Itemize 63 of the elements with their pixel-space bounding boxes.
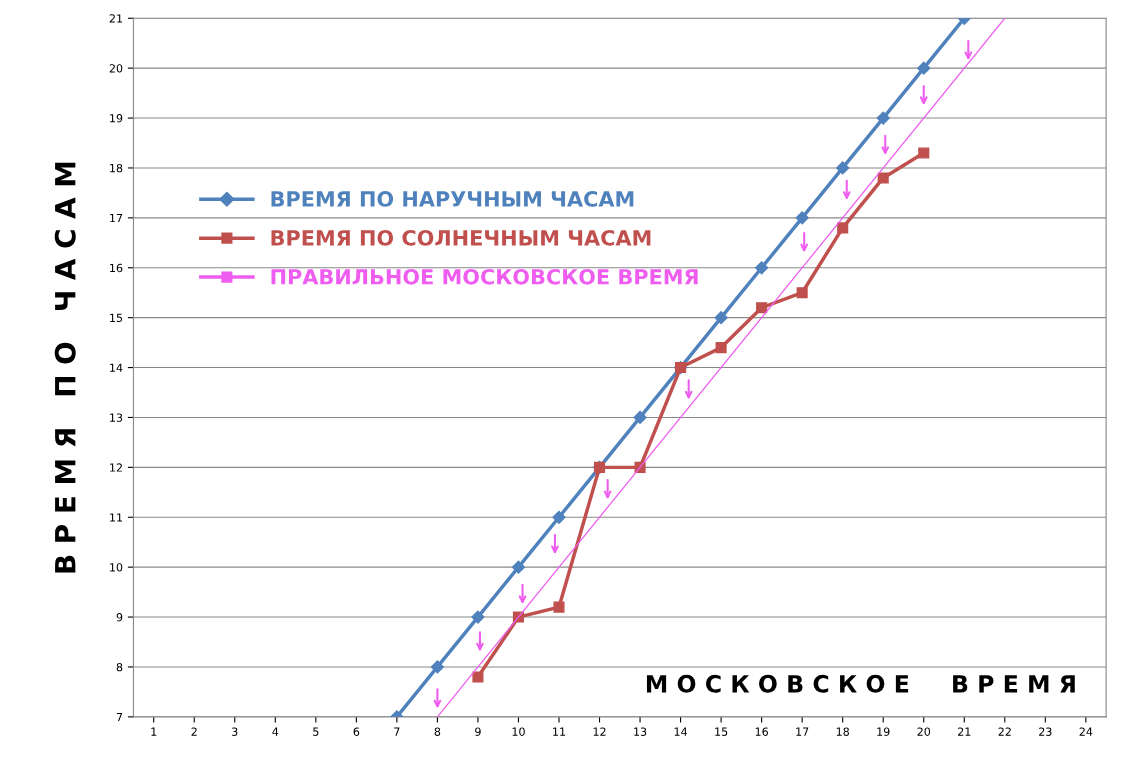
x-axis-title: М О С К О В С К О Е В Р Е М Я — [646, 674, 1075, 693]
x-tick-label: 21 — [958, 727, 971, 736]
point — [876, 111, 890, 125]
x-tick-label: 16 — [755, 727, 768, 736]
x-tick-label: 13 — [634, 727, 647, 736]
x-tick-label: 11 — [553, 727, 566, 736]
y-tick-label: 10 — [110, 563, 123, 572]
point — [715, 342, 727, 354]
point — [756, 302, 768, 314]
y-tick-label: 7 — [116, 712, 123, 722]
point — [471, 610, 485, 624]
point — [472, 671, 484, 683]
point — [877, 172, 889, 184]
y-tick-label: 15 — [110, 313, 123, 323]
point — [836, 161, 850, 175]
y-tick-label: 19 — [110, 114, 123, 123]
y-tick-label: 12 — [110, 463, 122, 472]
y-tick-label: 18 — [110, 163, 123, 173]
x-tick-label: 3 — [232, 727, 238, 736]
y-axis-title: В Р Е М Я П О Ч А С А М — [54, 162, 76, 573]
point — [430, 660, 445, 674]
legend-label: ПРАВИЛЬНОЕ МОСКОВСКОЕ ВРЕМЯ — [271, 268, 698, 285]
y-tick-label: 8 — [116, 662, 123, 672]
x-tick-label: 4 — [272, 727, 279, 736]
y-tick-label: 13 — [110, 413, 123, 422]
x-tick-label: 10 — [512, 727, 525, 736]
x-tick-label: 7 — [394, 727, 400, 736]
point — [511, 560, 526, 574]
x-tick-label: 8 — [434, 727, 441, 736]
legend-label: ВРЕМЯ ПО СОЛНЕЧНЫМ ЧАСАМ — [271, 229, 651, 246]
point — [796, 287, 808, 299]
y-tick-label: 21 — [109, 14, 123, 23]
x-tick-label: 12 — [593, 727, 606, 736]
y-tick-label: 16 — [110, 263, 123, 273]
y-tick-label: 20 — [109, 64, 123, 73]
legend-label: ВРЕМЯ ПО НАРУЧНЫМ ЧАСАМ — [271, 191, 634, 207]
point — [795, 211, 809, 225]
x-tick-label: 5 — [313, 727, 319, 736]
x-tick-label: 9 — [475, 727, 481, 736]
point — [918, 147, 930, 159]
x-tick-label: 24 — [1079, 727, 1093, 736]
x-tick-label: 2 — [191, 727, 197, 736]
x-tick-label: 20 — [917, 727, 931, 736]
point — [714, 311, 728, 325]
x-tick-label: 14 — [674, 727, 688, 736]
point — [917, 61, 931, 75]
y-tick-label: 9 — [116, 613, 123, 622]
point — [633, 410, 647, 425]
x-tick-label: 1 — [151, 727, 157, 736]
x-tick-label: 18 — [836, 727, 849, 736]
point — [552, 510, 566, 524]
x-tick-label: 19 — [877, 727, 890, 736]
y-tick-label: 14 — [110, 363, 123, 372]
point — [755, 261, 769, 275]
x-tick-label: 17 — [796, 727, 809, 736]
x-tick-label: 22 — [998, 727, 1011, 736]
x-tick-label: 23 — [1039, 727, 1052, 736]
x-tick-label: 6 — [353, 727, 360, 736]
y-tick-label: 17 — [110, 213, 123, 223]
y-tick-label: 11 — [110, 513, 123, 522]
x-tick-label: 15 — [715, 727, 728, 736]
point — [553, 601, 565, 613]
point — [837, 222, 849, 234]
